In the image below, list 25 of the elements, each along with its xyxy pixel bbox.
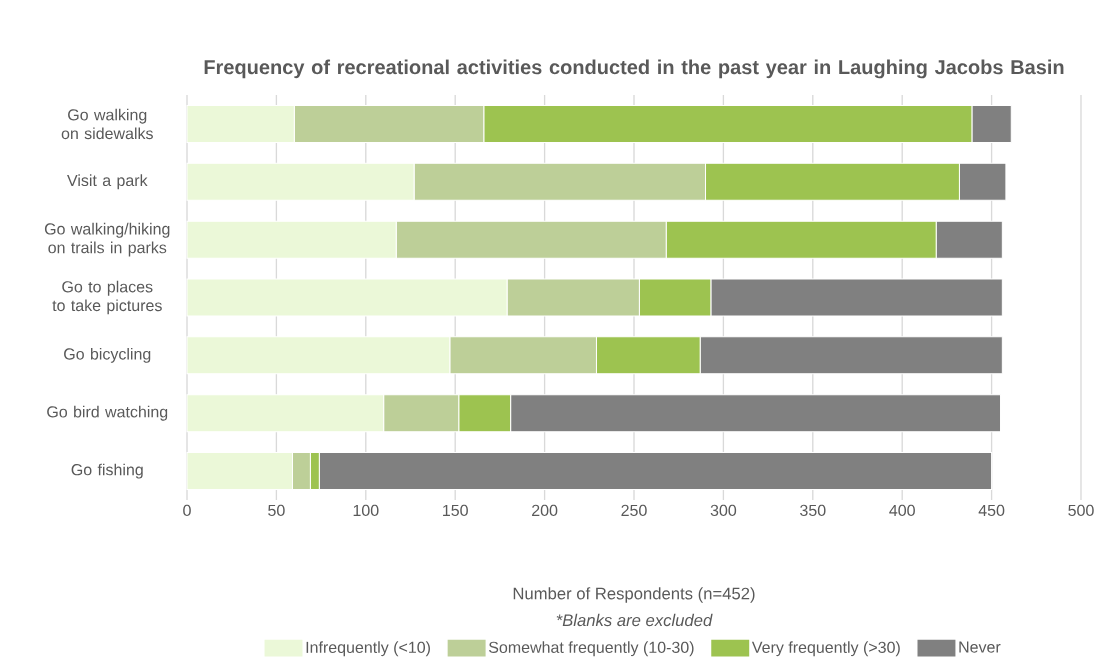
x-tick-label: 450 xyxy=(978,504,1005,517)
text: *Blanks are excluded xyxy=(556,613,713,627)
y-tick-label: Go fishing xyxy=(71,463,143,479)
x-tick-label: 400 xyxy=(889,504,915,517)
legend-label: Very frequently (>30) xyxy=(751,641,900,657)
x-tick-label: 200 xyxy=(532,504,558,517)
chart-title: Frequency of recreational activities conducted in the past year in Laughing Jacobs Basin xyxy=(204,59,1064,79)
x-tick-label: 500 xyxy=(1068,504,1094,517)
x-tick-label: 300 xyxy=(710,504,737,517)
y-tick-label: Go bicycling xyxy=(64,347,151,363)
legend-label: Somewhat frequently (10-30) xyxy=(488,641,694,657)
x-tick-label: 150 xyxy=(443,504,468,517)
x-tick-label: 250 xyxy=(621,504,647,517)
y-tick-label: Go bird watching xyxy=(47,405,168,421)
x-tick-label: 350 xyxy=(800,504,826,517)
y-tick-label: Go walking on sidewalks xyxy=(61,108,153,140)
legend-label: Infrequently (<10) xyxy=(306,641,430,657)
x-tick-label: 0 xyxy=(183,504,191,517)
legend-label: Never xyxy=(959,641,1001,653)
y-tick-label: Go walking/hiking on trails in parks xyxy=(44,222,170,257)
x-axis-title: Number of Respondents (n=452) xyxy=(513,587,755,603)
x-tick-label: 100 xyxy=(353,504,379,517)
x-tick-label: 50 xyxy=(268,504,285,517)
y-tick-label: Visit a park xyxy=(67,174,148,190)
y-tick-label: Go to places to take pictures xyxy=(52,280,162,315)
